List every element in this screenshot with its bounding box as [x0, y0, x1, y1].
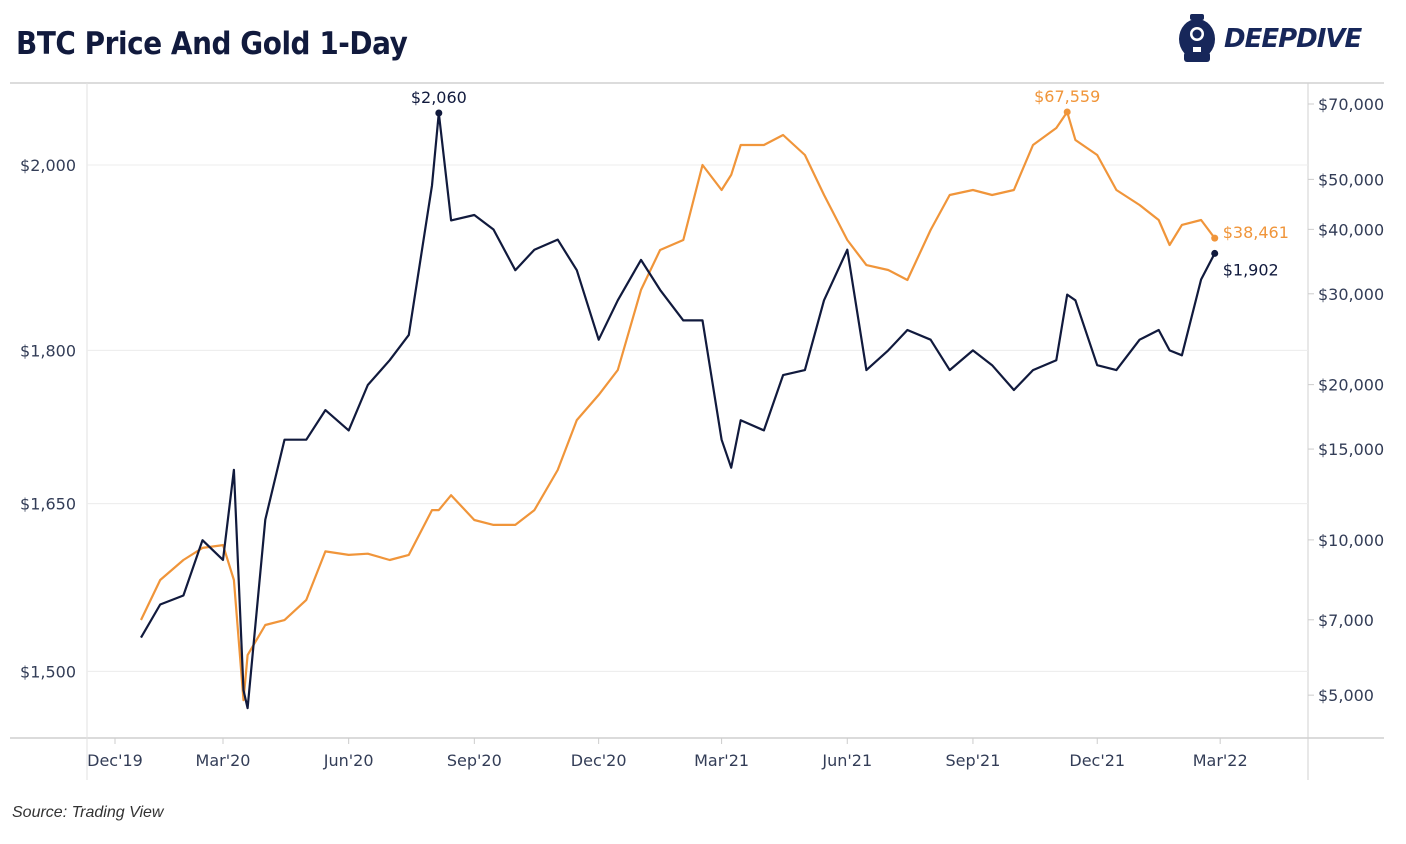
btc-annotation-label: $38,461: [1223, 223, 1289, 242]
x-tick-label: Dec'19: [87, 751, 143, 770]
gold-annotation-dot: [1211, 249, 1219, 257]
right-tick-label: $30,000: [1318, 285, 1384, 304]
x-tick-label: Sep'21: [945, 751, 1000, 770]
right-tick-label: $10,000: [1318, 531, 1384, 550]
right-tick-label: $50,000: [1318, 170, 1384, 189]
logo: DEEPDIVE: [1176, 14, 1362, 64]
left-tick-label: $1,650: [20, 495, 76, 514]
right-tick-label: $40,000: [1318, 220, 1384, 239]
left-tick-label: $2,000: [20, 156, 76, 175]
x-tick-label: Sep'20: [447, 751, 502, 770]
chart-frame: [10, 82, 1384, 780]
btc-annotation-label: $67,559: [1034, 87, 1100, 106]
grid: [87, 164, 1308, 672]
right-axis-ticks: $70,000 $50,000 $40,000 $30,000 $20,000 $15,0…: [1308, 95, 1384, 705]
x-tick-label: Dec'21: [1069, 751, 1125, 770]
x-axis-ticks: Dec'19 Mar'20 Jun'20 Sep'20 Dec'20 Mar'21 Jun'…: [87, 738, 1248, 770]
chart-title: BTC Price And Gold 1-Day: [16, 26, 408, 62]
btc-annotation-dot: [1063, 108, 1071, 116]
source-note: Source: Trading View: [12, 804, 164, 821]
gold-annotation-dot: [435, 109, 443, 117]
btc-line: [140, 110, 1216, 702]
right-tick-label: $7,000: [1318, 611, 1374, 630]
x-tick-label: Jun'21: [821, 751, 872, 770]
x-tick-label: Mar'21: [694, 751, 749, 770]
gold-line: [140, 111, 1216, 710]
x-tick-label: Jun'20: [323, 751, 374, 770]
right-tick-label: $5,000: [1318, 686, 1374, 705]
x-tick-label: Dec'20: [571, 751, 627, 770]
right-tick-label: $70,000: [1318, 95, 1384, 114]
x-tick-label: Mar'20: [196, 751, 251, 770]
left-tick-label: $1,800: [20, 341, 76, 360]
gold-annotation-label: $1,902: [1223, 260, 1279, 279]
logo-text: DEEPDIVE: [1224, 24, 1362, 54]
left-tick-label: $1,500: [20, 662, 76, 681]
gold-annotation-label: $2,060: [411, 88, 467, 107]
diver-helmet-icon: [1179, 14, 1215, 62]
right-tick-label: $20,000: [1318, 376, 1384, 395]
annotations: $2,060 $67,559 $38,461 $1,902: [411, 87, 1289, 279]
x-tick-label: Mar'22: [1193, 751, 1248, 770]
btc-annotation-dot: [1211, 234, 1219, 242]
right-tick-label: $15,000: [1318, 440, 1384, 459]
series-lines: [140, 110, 1216, 710]
left-axis-ticks: $2,000 $1,800 $1,650 $1,500: [20, 156, 76, 681]
